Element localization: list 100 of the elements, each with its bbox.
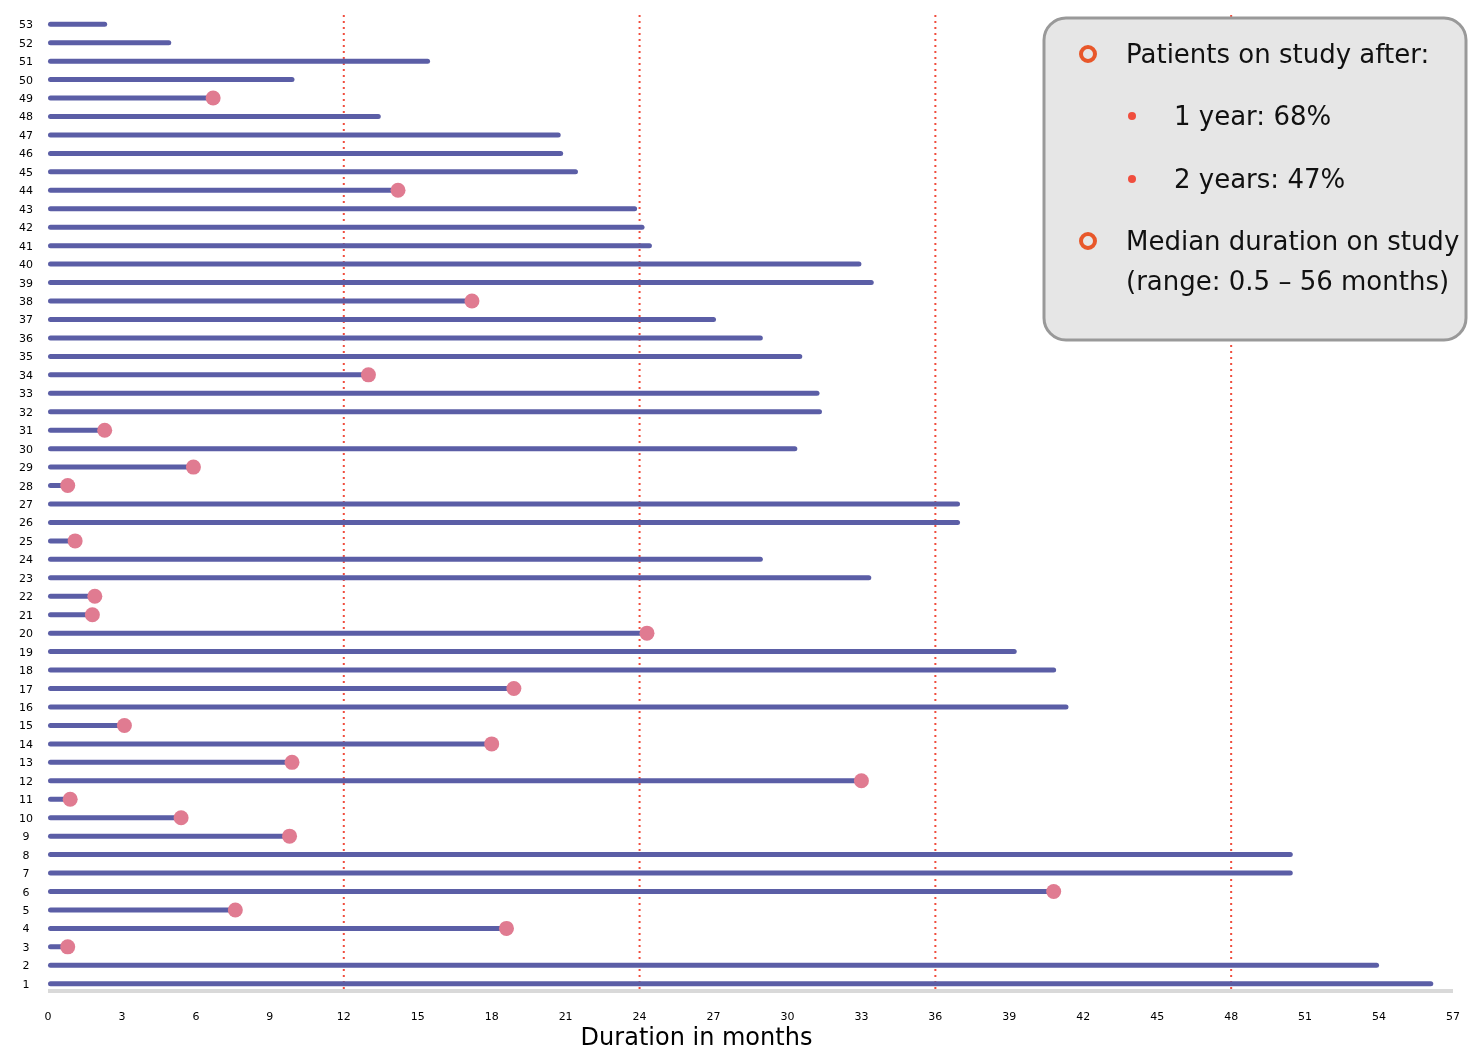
bar — [48, 870, 1293, 876]
x-tick-label: 54 — [1372, 1010, 1387, 1023]
y-tick-label: 37 — [19, 313, 33, 327]
bar — [48, 519, 961, 525]
x-tick-label: 9 — [266, 1010, 274, 1023]
x-tick-label: 27 — [706, 1010, 721, 1023]
y-tick-label: 11 — [19, 793, 33, 807]
x-tick-label: 6 — [192, 1010, 200, 1023]
bar — [48, 243, 652, 249]
x-tick-label: 12 — [336, 1010, 351, 1023]
y-tick-label: 40 — [19, 258, 33, 272]
y-tick-label: 5 — [22, 903, 30, 917]
bar — [48, 169, 578, 175]
y-tick-label: 17 — [19, 682, 33, 696]
y-tick-label: 3 — [22, 940, 30, 954]
bar — [48, 556, 763, 562]
bar — [48, 150, 564, 156]
x-axis-title: Duration in months — [580, 1023, 813, 1051]
y-tick-label: 2 — [22, 959, 30, 973]
y-tick-label: 41 — [19, 239, 33, 253]
annotation: 2 years: 47% — [1174, 164, 1346, 194]
x-tick-label: 24 — [632, 1010, 647, 1023]
y-tick-label: 22 — [19, 590, 33, 604]
bar — [48, 224, 645, 230]
bar — [48, 280, 874, 286]
y-tick-label: 47 — [19, 128, 33, 142]
bar — [48, 667, 1057, 673]
x-tick-label: 57 — [1446, 1010, 1460, 1023]
y-tick-label: 9 — [22, 830, 30, 844]
x-tick-label: 36 — [928, 1010, 943, 1023]
x-tick-label: 42 — [1076, 1010, 1091, 1023]
bar — [48, 206, 638, 212]
y-tick-label: 19 — [19, 645, 33, 659]
x-tick-label: 15 — [410, 1010, 425, 1023]
bar — [48, 335, 763, 341]
bar — [48, 501, 961, 507]
y-tick-label: 10 — [19, 811, 33, 825]
y-tick-label: 29 — [19, 461, 33, 475]
y-tick-label: 25 — [19, 534, 33, 548]
x-tick-label: 3 — [118, 1010, 126, 1023]
y-tick-label: 46 — [19, 147, 33, 161]
x-tick-label: 33 — [854, 1010, 869, 1023]
y-tick-label: 50 — [19, 73, 33, 87]
y-tick-label: 28 — [19, 479, 33, 493]
y-tick-label: 4 — [22, 922, 30, 936]
bar — [48, 575, 872, 581]
y-tick-label: 33 — [19, 387, 33, 401]
bar — [48, 704, 1069, 710]
bar — [48, 21, 108, 27]
y-tick-label: 38 — [19, 295, 33, 309]
bar — [48, 77, 295, 83]
bar — [48, 113, 381, 119]
x-tick-label: 30 — [780, 1010, 795, 1023]
bar — [48, 40, 172, 46]
x-tick-label: 51 — [1298, 1010, 1313, 1023]
bar — [48, 316, 716, 322]
y-tick-label: 23 — [19, 571, 33, 585]
bar — [48, 58, 431, 64]
y-tick-label: 15 — [19, 719, 33, 733]
x-tick-label: 45 — [1150, 1010, 1165, 1023]
y-tick-label: 16 — [19, 700, 33, 714]
y-tick-label: 31 — [19, 424, 33, 438]
y-tick-label: 45 — [19, 165, 33, 179]
y-tick-label: 26 — [19, 516, 33, 530]
y-tick-label: 6 — [22, 885, 30, 899]
bar — [48, 649, 1017, 655]
y-tick-label: 53 — [19, 18, 33, 32]
bar — [48, 132, 561, 138]
y-tick-label: 24 — [19, 553, 33, 567]
bar — [48, 852, 1293, 858]
y-tick-label: 30 — [19, 442, 33, 456]
y-tick-label: 18 — [19, 664, 33, 678]
y-tick-label: 1 — [22, 977, 30, 991]
x-tick-label: 39 — [1002, 1010, 1017, 1023]
y-tick-label: 44 — [19, 184, 33, 198]
y-tick-label: 49 — [19, 92, 33, 106]
y-tick-label: 34 — [19, 368, 33, 382]
bar — [48, 446, 798, 452]
y-tick-label: 8 — [22, 848, 30, 862]
y-tick-label: 7 — [22, 867, 30, 881]
y-tick-label: 36 — [19, 331, 33, 345]
y-tick-label: 51 — [19, 55, 33, 69]
y-tick-label: 27 — [19, 498, 33, 511]
annotation: Patients on study after: — [1126, 39, 1430, 69]
y-tick-label: 14 — [19, 737, 33, 751]
annotation: (range: 0.5 – 56 months) — [1126, 266, 1450, 296]
bar — [48, 409, 822, 415]
y-tick-label: 52 — [19, 36, 33, 50]
y-tick-label: 43 — [19, 202, 33, 216]
x-tick-label: 0 — [44, 1010, 52, 1023]
bar — [48, 390, 820, 396]
x-tick-label: 18 — [484, 1010, 499, 1023]
y-tick-label: 32 — [19, 405, 33, 419]
y-tick-label: 20 — [19, 627, 33, 641]
y-tick-label: 21 — [19, 608, 33, 622]
x-tick-label: 48 — [1224, 1010, 1239, 1023]
y-tick-label: 42 — [19, 221, 33, 235]
bar — [48, 353, 803, 359]
bar — [48, 261, 862, 267]
x-tick-label: 21 — [558, 1010, 573, 1023]
